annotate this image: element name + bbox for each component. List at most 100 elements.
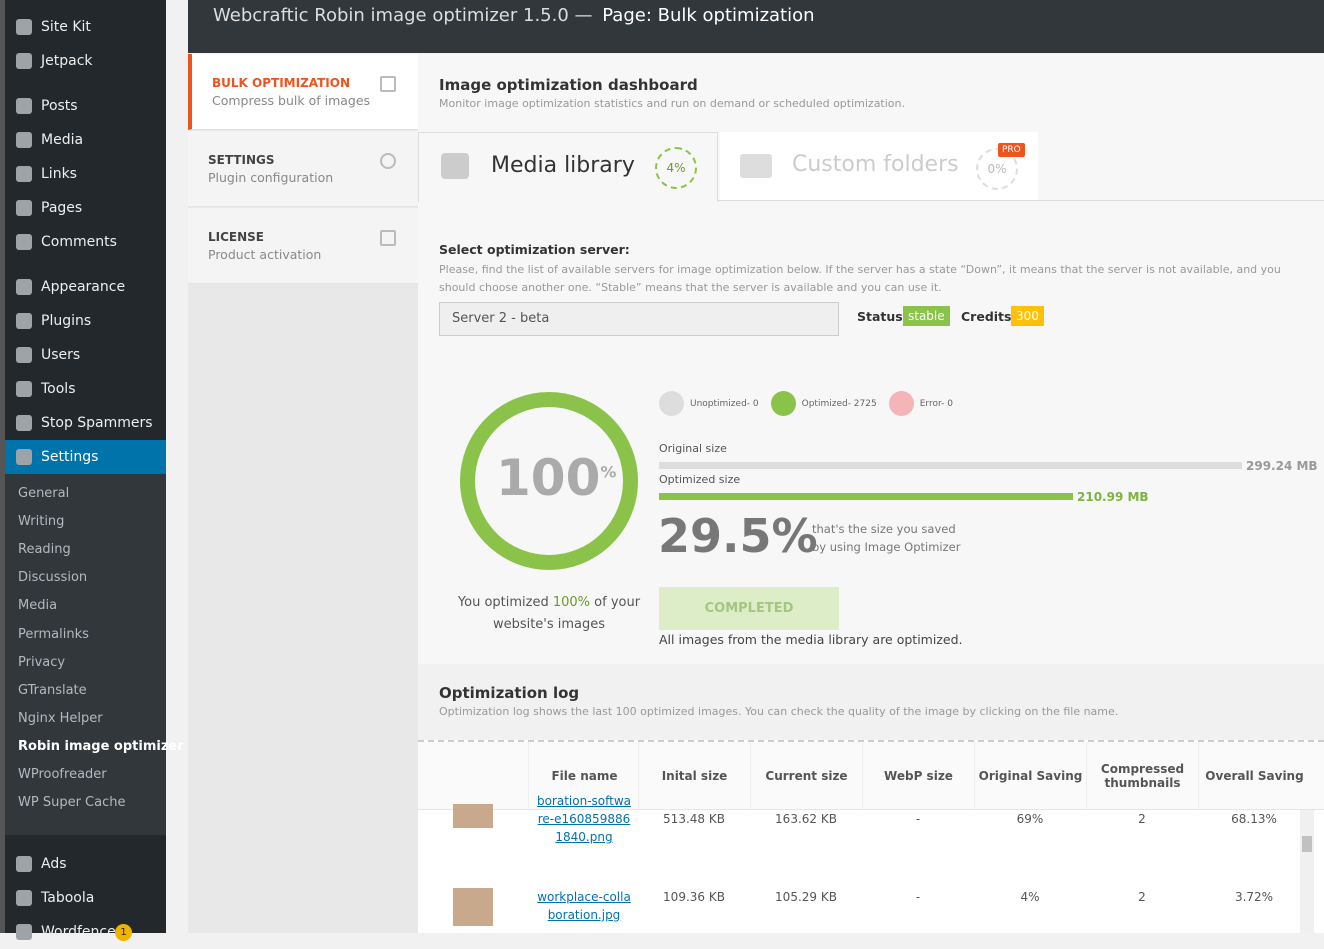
column-header: Current size — [750, 742, 862, 810]
nav-icon — [380, 76, 396, 92]
table-cell: 68.13% — [1231, 812, 1277, 826]
submenu-item[interactable]: General — [18, 486, 70, 501]
nav-icon — [380, 230, 396, 246]
file-link[interactable]: boration-software-e1608598861840.png — [536, 794, 632, 844]
menu-item[interactable]: Ads — [5, 847, 166, 881]
server-description: Please, find the list of available serve… — [439, 263, 1281, 294]
submenu-item[interactable]: Robin image optimizer — [18, 738, 184, 754]
server-label: Select optimization server: — [439, 242, 630, 257]
tab-media[interactable]: Media library 4% — [418, 132, 718, 202]
circle-unit: % — [600, 462, 617, 482]
menu-item[interactable]: Appearance — [5, 270, 166, 304]
menu-label: Plugins — [41, 313, 92, 329]
submenu-bg — [5, 474, 166, 835]
menu-icon — [16, 19, 32, 35]
completed-note: All images from the media library are op… — [659, 632, 963, 647]
tab-icon — [740, 154, 772, 178]
menu-icon — [16, 234, 32, 250]
menu-label: Media — [41, 132, 84, 148]
main-panel: Image optimization dashboard Monitor ima… — [418, 54, 1324, 933]
menu-item[interactable]: Settings — [5, 440, 166, 474]
menu-item[interactable]: Taboola — [5, 881, 166, 915]
original-label: Original size — [659, 442, 727, 455]
nav-title: SETTINGS — [208, 153, 275, 167]
menu-icon — [16, 890, 32, 906]
saved-line: by using Image Optimizer — [812, 540, 961, 554]
nav-item[interactable]: SETTINGS Plugin configuration — [188, 131, 418, 207]
completed-button[interactable]: COMPLETED — [659, 587, 839, 630]
credits-label: Credits: — [961, 309, 1017, 324]
submenu-item[interactable]: WProofreader — [18, 767, 107, 782]
tab-custom[interactable]: Custom folders 0% PRO — [720, 132, 1038, 200]
menu-item[interactable]: Pages — [5, 191, 166, 225]
menu-item[interactable]: Media — [5, 123, 166, 157]
submenu-item[interactable]: Reading — [18, 542, 71, 558]
legend-label: Optimized- 2725 — [801, 398, 877, 409]
menu-icon — [16, 856, 32, 872]
column-header: Overall Saving — [1198, 742, 1310, 810]
menu-label: Tools — [41, 381, 76, 397]
submenu-item[interactable]: Writing — [18, 514, 65, 530]
file-link[interactable]: workplace-collaboration.jpg — [537, 890, 631, 922]
menu-item[interactable]: Plugins — [5, 304, 166, 338]
table-cell: 105.29 KB — [775, 890, 837, 904]
optimized-bar — [659, 493, 1073, 500]
nav-title: BULK OPTIMIZATION — [212, 76, 351, 90]
menu-label: Links — [41, 166, 77, 182]
submenu-item[interactable]: Nginx Helper — [18, 710, 103, 726]
nav-title: LICENSE — [208, 230, 264, 244]
table-cell: 2 — [1138, 890, 1146, 904]
menu-item[interactable]: Posts — [5, 89, 166, 123]
log-description: Optimization log shows the last 100 opti… — [439, 705, 1119, 718]
tab-percent: 4% — [655, 147, 697, 189]
server-select[interactable]: Server 2 - beta — [439, 302, 839, 336]
nav-subtitle: Compress bulk of images — [212, 93, 371, 108]
menu-item[interactable]: Comments — [5, 225, 166, 259]
saved-text: that's the size you saved by using Image … — [812, 520, 960, 556]
dashboard-title: Image optimization dashboard — [439, 76, 698, 94]
table-cell: - — [915, 812, 921, 826]
table-cell: 163.62 KB — [775, 812, 837, 826]
thumbnail — [453, 804, 493, 828]
menu-label: Ads — [41, 856, 67, 872]
tab-label: Custom folders — [792, 152, 959, 177]
menu-icon — [16, 924, 32, 940]
summary-value: 100% — [552, 595, 591, 610]
table-cell: 109.36 KB — [663, 890, 725, 904]
menu-label: Posts — [41, 98, 78, 114]
column-header: Original Saving — [974, 742, 1086, 810]
menu-label: Comments — [41, 234, 117, 250]
submenu-item[interactable]: Media — [18, 598, 58, 614]
menu-item[interactable]: Wordfence 1 — [5, 915, 166, 949]
menu-item[interactable]: Stop Spammers — [5, 406, 166, 440]
menu-icon — [16, 279, 32, 295]
nav-icon — [380, 153, 396, 169]
menu-item[interactable]: Site Kit — [5, 10, 166, 44]
menu-item[interactable]: Tools — [5, 372, 166, 406]
circle-number: 100 — [496, 449, 601, 507]
table-cell: 4% — [1020, 890, 1040, 904]
menu-item[interactable]: Links — [5, 157, 166, 191]
submenu-item[interactable]: WP Super Cache — [18, 795, 126, 811]
submenu-item[interactable]: Discussion — [18, 570, 88, 586]
menu-label: Wordfence — [41, 924, 116, 940]
nav-item[interactable]: LICENSE Product activation — [188, 208, 418, 284]
scrollbar — [1300, 810, 1314, 933]
summary-prefix: You optimized — [457, 595, 549, 610]
submenu-item[interactable]: Privacy — [18, 654, 66, 670]
summary-suffix: of your website's images — [492, 595, 641, 632]
header-title: Webcraftic Robin image optimizer 1.5.0 — — [213, 5, 593, 26]
legend: Unoptimized- 0 Optimized- 2725 Error- 0 — [659, 391, 965, 416]
plugin-nav: BULK OPTIMIZATION Compress bulk of images… — [188, 54, 418, 933]
nav-item[interactable]: BULK OPTIMIZATION Compress bulk of images — [188, 54, 418, 130]
column-header: File name — [528, 742, 640, 810]
menu-item[interactable]: Jetpack — [5, 44, 166, 78]
tab-icon — [441, 153, 469, 179]
tab-percent: 0% — [976, 148, 1018, 190]
menu-item[interactable]: Users — [5, 338, 166, 372]
table-cell: 2 — [1138, 812, 1146, 826]
summary: You optimized 100% of your website's ima… — [439, 592, 659, 636]
submenu-item[interactable]: Permalinks — [18, 626, 89, 642]
legend-label: Error- 0 — [919, 398, 953, 409]
submenu-item[interactable]: GTranslate — [18, 682, 87, 698]
